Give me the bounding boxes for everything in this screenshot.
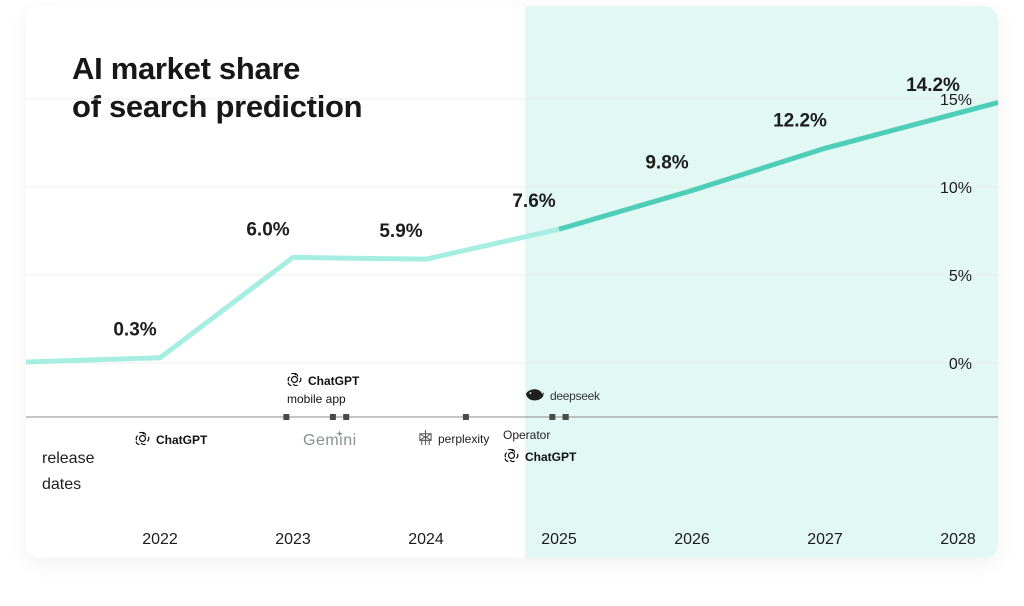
release-marker <box>549 414 556 420</box>
release-marker <box>343 414 350 420</box>
release-deepseek: deepseek <box>525 387 600 404</box>
sparkle-icon <box>335 426 343 440</box>
x-tick-label: 2028 <box>940 531 976 548</box>
release-name: perplexity <box>438 432 490 446</box>
release-perplexity: perplexity <box>418 429 489 449</box>
y-tick-label: 0% <box>949 356 972 373</box>
release-name: ChatGPT <box>308 374 360 388</box>
release-marker <box>329 414 336 420</box>
x-tick-label: 2027 <box>807 531 843 548</box>
data-label: 12.2% <box>773 110 827 131</box>
y-tick-label: 5% <box>949 268 972 285</box>
x-tick-label: 2026 <box>674 531 710 548</box>
release-operator: Operator <box>503 428 550 442</box>
x-tick-label: 2025 <box>541 531 577 548</box>
data-label: 7.6% <box>512 191 555 212</box>
release-name: Operator <box>503 428 551 442</box>
data-label: 9.8% <box>645 153 688 174</box>
y-tick-label: 10% <box>940 180 972 197</box>
release-dates-line-1: release <box>42 450 95 467</box>
chart-card: AI market share of search prediction 0% 5… <box>26 6 998 558</box>
gemini-logo: Gemini <box>303 432 357 449</box>
release-dates-line-2: dates <box>42 476 82 493</box>
data-label: 6.0% <box>246 219 289 240</box>
x-tick-label: 2022 <box>142 531 178 548</box>
title-line-2: of search prediction <box>72 89 363 124</box>
x-tick-label: 2023 <box>275 531 311 548</box>
release-name: deepseek <box>550 388 600 403</box>
release-marker <box>562 414 569 420</box>
release-marker <box>462 414 469 420</box>
release-chatgpt-2022: ChatGPT <box>134 430 207 450</box>
chart-title: AI market share of search prediction <box>72 50 363 126</box>
data-label: 14.2% <box>906 75 960 96</box>
release-chatgpt-2025: ChatGPT <box>503 447 576 467</box>
x-tick-label: 2024 <box>408 531 444 548</box>
openai-icon <box>286 371 303 391</box>
openai-icon <box>503 447 520 467</box>
title-line-1: AI market share <box>72 51 301 86</box>
release-sub-mobile-app: mobile app <box>287 392 346 406</box>
y-tick-label: 15% <box>940 92 972 109</box>
perplexity-icon <box>418 429 433 449</box>
release-dates-label: release dates <box>42 446 94 498</box>
deepseek-whale-icon <box>525 387 545 404</box>
release-gemini: Gemini <box>303 430 356 450</box>
release-name: ChatGPT <box>156 433 208 447</box>
release-chatgpt-mobile: ChatGPT <box>286 371 359 391</box>
actual-series-line <box>26 226 560 365</box>
line-chart: 0% 5% 10% 15% 0.3% 6.0% 5.9% 7.6% 9.8% 12.2% 14.2%… <box>26 75 998 548</box>
release-marker <box>283 414 290 420</box>
data-label: 5.9% <box>379 221 422 242</box>
forecast-region <box>525 6 998 558</box>
forecast-series-line <box>558 100 998 232</box>
release-name: ChatGPT <box>525 450 577 464</box>
data-label: 0.3% <box>113 320 156 341</box>
openai-icon <box>134 430 151 450</box>
